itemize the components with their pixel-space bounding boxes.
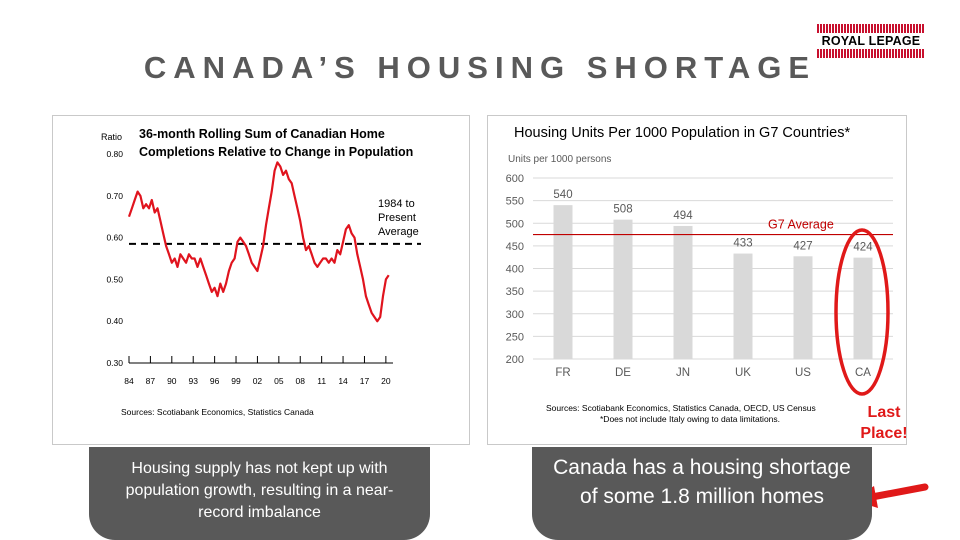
last-place-callout: Last Place!	[848, 402, 920, 444]
y-tick-label: 300	[506, 309, 524, 321]
average-reference-label: 1984 to	[378, 198, 415, 210]
x-category-label: US	[795, 367, 811, 379]
logo-text: ROYAL LEPAGE	[821, 34, 921, 48]
x-tick-label: 99	[231, 376, 241, 386]
logo-stripe-bottom	[817, 49, 925, 58]
bar-value-label: 494	[673, 210, 693, 222]
y-tick-label: 600	[506, 173, 524, 185]
y-tick-label: 350	[506, 286, 524, 298]
x-category-label: CA	[855, 367, 871, 379]
x-tick-label: 87	[146, 376, 156, 386]
g7-housing-bar-chart: Housing Units Per 1000 Population in G7 …	[506, 125, 893, 424]
right-caption-text: Canada has a housing shortage of some 1.…	[553, 456, 851, 508]
bar-us	[793, 256, 813, 359]
y-tick-label: 450	[506, 241, 524, 253]
y-tick-label: 0.60	[106, 233, 123, 243]
bar-fr	[553, 205, 573, 359]
x-tick-label: 11	[317, 376, 326, 386]
left-caption-box: Housing supply has not kept up with popu…	[89, 447, 430, 540]
x-tick-label: 17	[360, 376, 370, 386]
y-tick-label: 0.40	[106, 316, 123, 326]
y-tick-label: 500	[506, 218, 524, 230]
y-tick-label: 400	[506, 264, 524, 276]
bar-de	[613, 219, 633, 359]
x-tick-label: 08	[296, 376, 306, 386]
y-tick-label: 0.80	[106, 149, 123, 159]
bar-jn	[673, 225, 693, 359]
x-tick-label: 93	[188, 376, 198, 386]
bar-value-label: 540	[553, 189, 572, 201]
g7-average-label: G7 Average	[768, 218, 834, 232]
y-tick-label: 0.30	[106, 358, 123, 368]
average-reference-label: Present	[378, 212, 416, 224]
right-caption-box: Canada has a housing shortage of some 1.…	[532, 447, 872, 540]
y-tick-label: 200	[506, 354, 524, 366]
average-reference-label: Average	[378, 226, 419, 238]
y-axis-label: Ratio	[101, 132, 122, 142]
canada-highlight-ellipse	[834, 228, 890, 396]
chart-source-note: Sources: Scotiabank Economics, Statistic…	[121, 407, 314, 417]
x-tick-label: 90	[167, 376, 177, 386]
x-tick-label: 05	[274, 376, 284, 386]
chart-footnote: *Does not include Italy owing to data li…	[600, 414, 780, 424]
y-tick-label: 0.50	[106, 274, 123, 284]
x-category-label: FR	[555, 367, 570, 379]
x-category-label: UK	[735, 367, 751, 379]
x-tick-label: 84	[124, 376, 134, 386]
last-place-text: Last Place!	[860, 404, 908, 442]
chart-title-line-2: Completions Relative to Change in Popula…	[139, 145, 413, 159]
y-axis-label: Units per 1000 persons	[508, 154, 611, 165]
x-tick-label: 20	[381, 376, 391, 386]
x-tick-label: 14	[338, 376, 348, 386]
bar-value-label: 508	[613, 204, 632, 216]
slide-title: CANADA’S HOUSING SHORTAGE	[143, 50, 817, 85]
bar-value-label: 433	[733, 238, 752, 250]
x-tick-label: 02	[253, 376, 263, 386]
chart-title-line-1: 36-month Rolling Sum of Canadian Home	[139, 127, 385, 141]
bar-ca	[853, 257, 873, 359]
y-tick-label: 550	[506, 196, 524, 208]
bar-value-label: 424	[853, 242, 873, 254]
chart-source-note: Sources: Scotiabank Economics, Statistic…	[546, 403, 816, 413]
royal-lepage-logo: ROYAL LEPAGE	[817, 24, 925, 58]
logo-stripe-top	[817, 24, 925, 33]
rolling-sum-line-chart: Ratio 36-month Rolling Sum of Canadian Ho…	[101, 127, 421, 417]
y-tick-label: 250	[506, 331, 524, 343]
y-tick-label: 0.70	[106, 191, 123, 201]
bar-uk	[733, 253, 753, 359]
x-category-label: DE	[615, 367, 631, 379]
rolling-sum-chart-panel: Ratio 36-month Rolling Sum of Canadian Ho…	[52, 115, 470, 445]
bar-value-label: 427	[793, 240, 812, 252]
x-category-label: JN	[676, 367, 690, 379]
chart-title: Housing Units Per 1000 Population in G7 …	[514, 125, 850, 141]
rolling-sum-series-line	[127, 161, 390, 323]
left-caption-text: Housing supply has not kept up with popu…	[125, 460, 394, 521]
x-tick-label: 96	[210, 376, 220, 386]
